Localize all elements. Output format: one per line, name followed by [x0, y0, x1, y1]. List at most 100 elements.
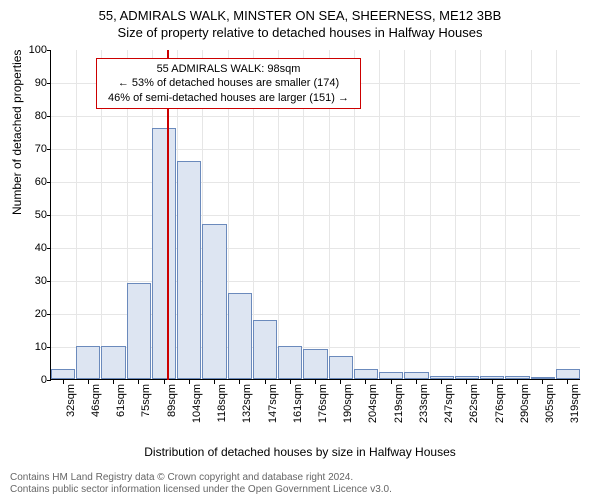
xtick-label: 319sqm [569, 384, 581, 434]
histogram-bar [531, 377, 555, 379]
xtick-mark [391, 380, 392, 384]
histogram-bar [379, 372, 403, 379]
xtick-mark [164, 380, 165, 384]
histogram-bar [253, 320, 277, 379]
ytick-mark [47, 380, 51, 381]
xtick-mark [88, 380, 89, 384]
histogram-bar [329, 356, 353, 379]
xtick-label: 262sqm [468, 384, 480, 434]
gridline-v [379, 50, 380, 379]
ytick-mark [47, 215, 51, 216]
annotation-box: 55 ADMIRALS WALK: 98sqm← 53% of detached… [96, 58, 361, 109]
xtick-mark [113, 380, 114, 384]
xtick-mark [290, 380, 291, 384]
histogram-bar [404, 372, 428, 379]
xtick-label: 118sqm [216, 384, 228, 434]
xtick-label: 204sqm [367, 384, 379, 434]
gridline-v [505, 50, 506, 379]
xtick-mark [189, 380, 190, 384]
xtick-label: 247sqm [443, 384, 455, 434]
xtick-label: 233sqm [418, 384, 430, 434]
ytick-label: 100 [19, 44, 47, 56]
xtick-label: 104sqm [191, 384, 203, 434]
xtick-label: 46sqm [90, 384, 102, 434]
xtick-mark [265, 380, 266, 384]
histogram-bar [455, 376, 479, 379]
gridline-h [51, 116, 580, 117]
ytick-label: 80 [19, 110, 47, 122]
ytick-mark [47, 116, 51, 117]
chart-subtitle: Size of property relative to detached ho… [0, 23, 600, 40]
gridline-v [76, 50, 77, 379]
xtick-label: 305sqm [544, 384, 556, 434]
histogram-bar [430, 376, 454, 379]
histogram-bar [152, 128, 176, 379]
xtick-label: 132sqm [241, 384, 253, 434]
annotation-line: 46% of semi-detached houses are larger (… [103, 91, 354, 105]
xtick-mark [63, 380, 64, 384]
histogram-bar [177, 161, 201, 379]
histogram-bar [228, 293, 252, 379]
gridline-v [480, 50, 481, 379]
ytick-label: 50 [19, 209, 47, 221]
xtick-label: 32sqm [65, 384, 77, 434]
y-axis-label: Number of detached properties [10, 50, 24, 215]
xtick-label: 290sqm [519, 384, 531, 434]
histogram-bar [303, 349, 327, 379]
xtick-label: 147sqm [267, 384, 279, 434]
gridline-v [455, 50, 456, 379]
ytick-mark [47, 50, 51, 51]
gridline-h [51, 281, 580, 282]
histogram-bar [480, 376, 504, 379]
ytick-mark [47, 149, 51, 150]
ytick-label: 60 [19, 176, 47, 188]
ytick-label: 20 [19, 308, 47, 320]
ytick-label: 0 [19, 374, 47, 386]
ytick-label: 40 [19, 242, 47, 254]
gridline-h [51, 149, 580, 150]
ytick-label: 10 [19, 341, 47, 353]
histogram-bar [101, 346, 125, 379]
ytick-mark [47, 248, 51, 249]
footer-line1: Contains HM Land Registry data © Crown c… [10, 472, 392, 484]
histogram-bar [556, 369, 580, 379]
ytick-mark [47, 182, 51, 183]
xtick-mark [492, 380, 493, 384]
ytick-label: 30 [19, 275, 47, 287]
xtick-label: 61sqm [115, 384, 127, 434]
ytick-label: 90 [19, 77, 47, 89]
ytick-mark [47, 281, 51, 282]
plot-region: 010203040506070809010055 ADMIRALS WALK: … [50, 50, 580, 380]
histogram-bar [505, 376, 529, 379]
ytick-mark [47, 347, 51, 348]
histogram-bar [202, 224, 226, 379]
xtick-label: 219sqm [393, 384, 405, 434]
xtick-mark [315, 380, 316, 384]
x-axis-label: Distribution of detached houses by size … [0, 445, 600, 459]
chart-title: 55, ADMIRALS WALK, MINSTER ON SEA, SHEER… [0, 0, 600, 23]
gridline-v [531, 50, 532, 379]
annotation-line: ← 53% of detached houses are smaller (17… [103, 76, 354, 90]
xtick-label: 75sqm [140, 384, 152, 434]
gridline-v [556, 50, 557, 379]
chart-area: 010203040506070809010055 ADMIRALS WALK: … [50, 50, 580, 420]
gridline-v [430, 50, 431, 379]
gridline-h [51, 215, 580, 216]
ytick-mark [47, 83, 51, 84]
xtick-mark [542, 380, 543, 384]
xtick-mark [416, 380, 417, 384]
xtick-label: 161sqm [292, 384, 304, 434]
xtick-label: 190sqm [342, 384, 354, 434]
gridline-v [404, 50, 405, 379]
histogram-bar [278, 346, 302, 379]
histogram-bar [354, 369, 378, 379]
gridline-h [51, 248, 580, 249]
footer-attribution: Contains HM Land Registry data © Crown c… [10, 472, 392, 496]
gridline-h [51, 182, 580, 183]
xtick-label: 176sqm [317, 384, 329, 434]
xtick-label: 89sqm [166, 384, 178, 434]
histogram-bar [127, 283, 151, 379]
footer-line2: Contains public sector information licen… [10, 484, 392, 496]
xtick-label: 276sqm [494, 384, 506, 434]
xtick-mark [214, 380, 215, 384]
